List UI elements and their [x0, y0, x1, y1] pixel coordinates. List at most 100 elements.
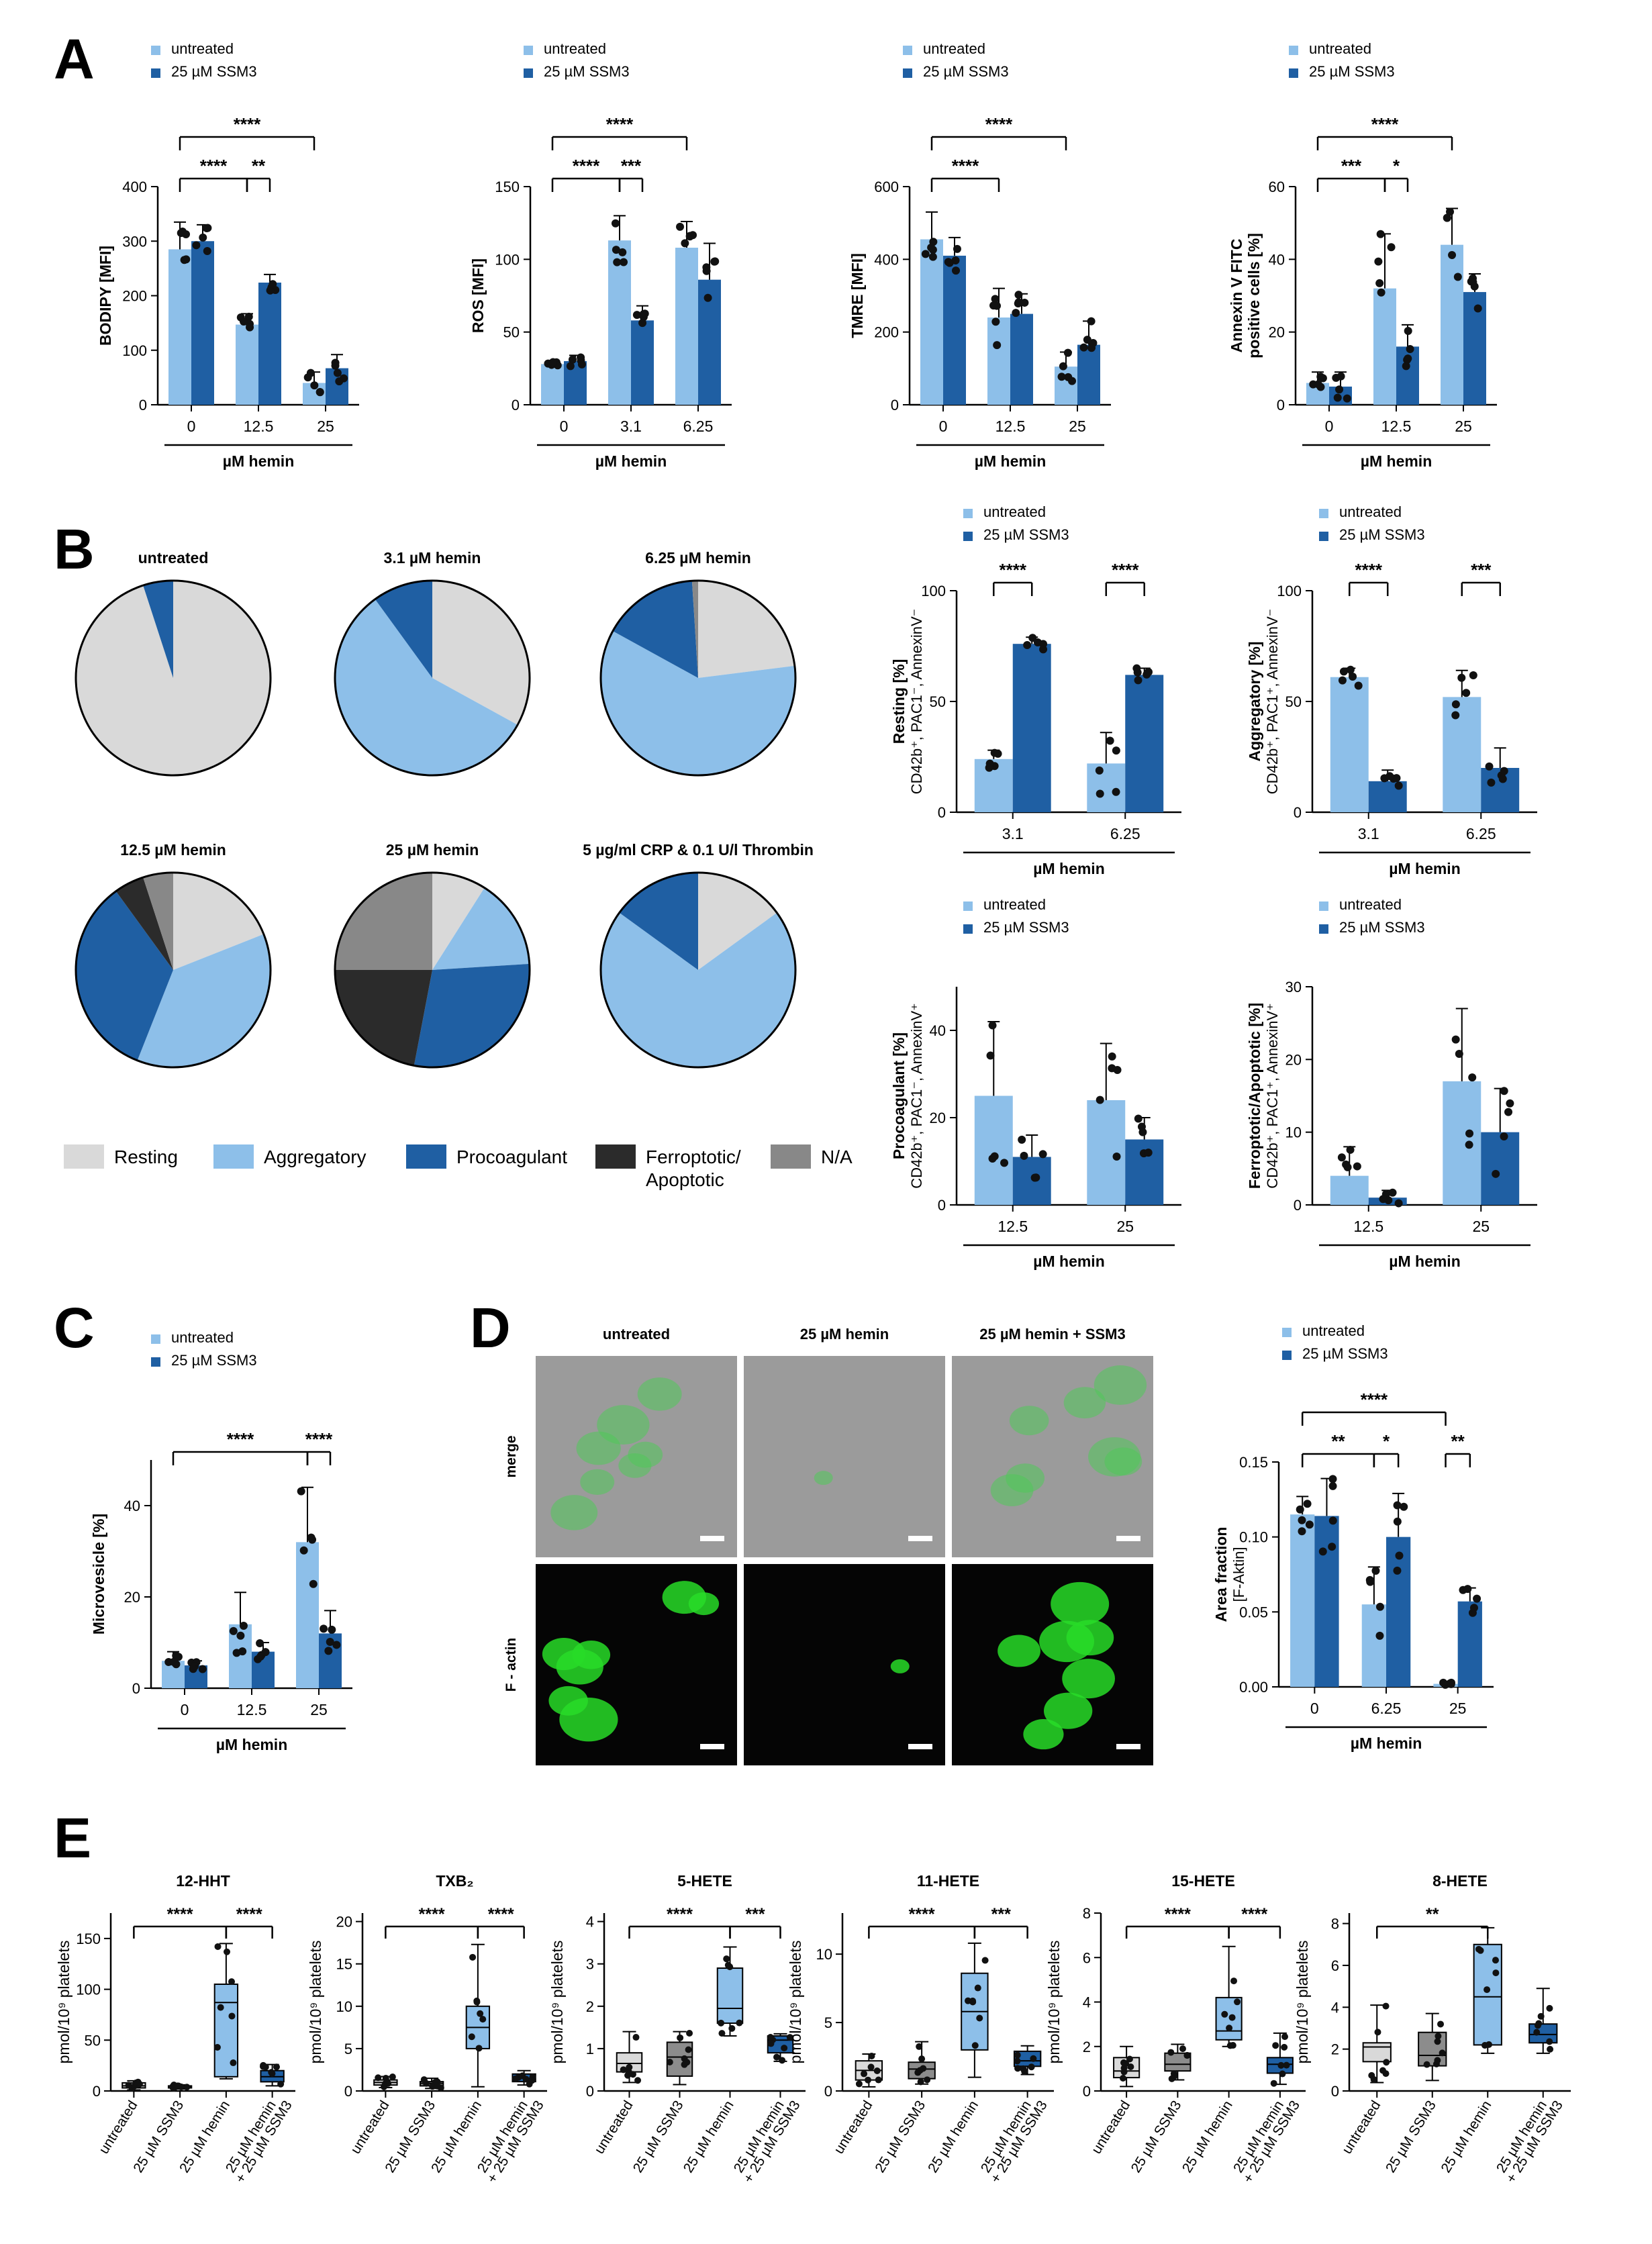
- data-point: [632, 2034, 640, 2041]
- data-point: [1328, 1516, 1337, 1525]
- data-point: [875, 2076, 882, 2084]
- cell-signal: [628, 1441, 663, 1468]
- data-point: [229, 1626, 238, 1635]
- significance-label: ****: [1371, 114, 1399, 134]
- y-axis-label-2: CD42b⁺, PAC1⁺, AnnexinV⁺: [1264, 1003, 1281, 1189]
- data-point: [686, 2030, 693, 2037]
- pie-legend-label-resting: Resting: [114, 1147, 178, 1167]
- y-tick-label: 100: [921, 583, 946, 599]
- data-point: [867, 2063, 875, 2071]
- y-axis-label: pmol/10⁹ platelets: [1294, 1941, 1311, 2064]
- legend-swatch-ssm3: [151, 68, 160, 78]
- data-point: [1228, 2014, 1236, 2021]
- data-point: [703, 293, 712, 302]
- x-tick-label: 25: [310, 1701, 328, 1718]
- pie-outline: [75, 871, 272, 1069]
- data-point: [1451, 711, 1460, 720]
- scale-bar: [700, 1536, 724, 1541]
- x-tick-label: 3.1: [1002, 825, 1024, 842]
- legend-label-untreated: untreated: [171, 40, 234, 57]
- y-tick-label: 0: [891, 397, 899, 413]
- legend-label-ssm3: 25 µM SSM3: [983, 526, 1069, 543]
- pie-slice-ferroptotic: [115, 877, 173, 970]
- box-0: [1362, 2042, 1392, 2063]
- data-point: [273, 2063, 280, 2071]
- data-point: [1446, 207, 1455, 216]
- pie-slice-resting: [698, 873, 777, 970]
- data-point: [224, 1948, 231, 1955]
- data-point: [306, 369, 315, 377]
- data-point: [1443, 213, 1451, 222]
- cell-signal: [580, 1469, 615, 1495]
- data-point: [1371, 1566, 1380, 1575]
- data-point: [685, 2046, 692, 2053]
- data-point: [1338, 676, 1347, 685]
- y-axis-label: BODIPY [MFI]: [97, 246, 114, 346]
- data-point: [1068, 377, 1077, 385]
- data-point: [1473, 304, 1482, 313]
- legend-swatch-ssm3: [151, 1357, 160, 1367]
- pie-title: 5 µg/ml CRP & 0.1 U/l Thrombin: [583, 841, 814, 859]
- y-tick-label: 8: [1083, 1905, 1091, 1922]
- chart-title: 11-HETE: [917, 1872, 979, 1890]
- x-tick-label: 25: [1449, 1700, 1467, 1717]
- data-point: [1546, 2004, 1553, 2012]
- data-point: [1281, 2043, 1288, 2051]
- y-tick-label: 400: [122, 179, 147, 195]
- data-point: [1328, 1475, 1337, 1483]
- legend-swatch-untreated: [151, 46, 160, 55]
- data-point: [1303, 1500, 1312, 1508]
- legend: untreated 25 µM SSM3: [1282, 1322, 1388, 1362]
- pie-B-pie-4: 12.5 µM hemin: [75, 841, 272, 1069]
- data-point: [1298, 1527, 1306, 1536]
- x-tick-label: 0: [560, 418, 569, 435]
- data-point: [920, 2065, 927, 2072]
- data-point: [434, 2082, 441, 2090]
- data-point: [1423, 2061, 1430, 2068]
- data-point: [1132, 664, 1141, 673]
- y-tick-label: 0: [344, 2083, 352, 2100]
- y-tick-label: 150: [76, 1931, 101, 1947]
- data-point: [522, 2076, 530, 2083]
- data-point: [1167, 2049, 1175, 2056]
- data-point: [640, 309, 649, 318]
- pie-slice-aggregatory: [335, 599, 518, 775]
- chart-title: 15-HETE: [1171, 1872, 1235, 1890]
- data-point: [230, 2059, 237, 2067]
- data-point: [1079, 343, 1088, 352]
- chart-B3: 0 20 40 12.5 25 µM hemin Procoagulant [%] CD42b…: [890, 987, 1181, 1270]
- data-point: [228, 1978, 236, 1986]
- data-point: [1106, 736, 1114, 745]
- significance-label: ****: [419, 1905, 445, 1924]
- data-point: [240, 317, 248, 326]
- x-tick-label: 25: [1069, 418, 1086, 435]
- data-point: [1112, 1152, 1121, 1161]
- data-point: [1400, 1502, 1408, 1511]
- data-point: [299, 1546, 308, 1555]
- data-point: [767, 2034, 774, 2041]
- cell-signal: [1039, 1620, 1094, 1663]
- data-point: [1375, 1602, 1384, 1611]
- cell-signal: [1104, 1447, 1143, 1476]
- legend-swatch-untreated: [963, 509, 973, 518]
- y-tick-label: 15: [336, 1956, 352, 1973]
- data-point: [1328, 1481, 1337, 1490]
- pie-slice-resting: [173, 873, 264, 970]
- x-tick-label: 12.5: [1381, 418, 1412, 435]
- legend-swatch-untreated: [1319, 509, 1328, 518]
- data-point: [1298, 1516, 1306, 1524]
- data-point: [1500, 767, 1508, 775]
- x-tick-label: 6.25: [1110, 825, 1140, 842]
- chart-B2: 0 50 100 3.1 6.25 µM hemin Aggregatory [%] CD42…: [1246, 560, 1537, 877]
- bar-untreated-0: [920, 239, 943, 405]
- pie-title: 12.5 µM hemin: [120, 841, 226, 859]
- data-point: [1012, 309, 1020, 318]
- x-axis-label: µM hemin: [975, 452, 1047, 470]
- y-tick-label: 0: [1331, 2083, 1339, 2100]
- data-point: [1469, 671, 1477, 680]
- data-point: [855, 2080, 863, 2088]
- data-point: [1462, 689, 1471, 697]
- data-point: [969, 1998, 977, 2006]
